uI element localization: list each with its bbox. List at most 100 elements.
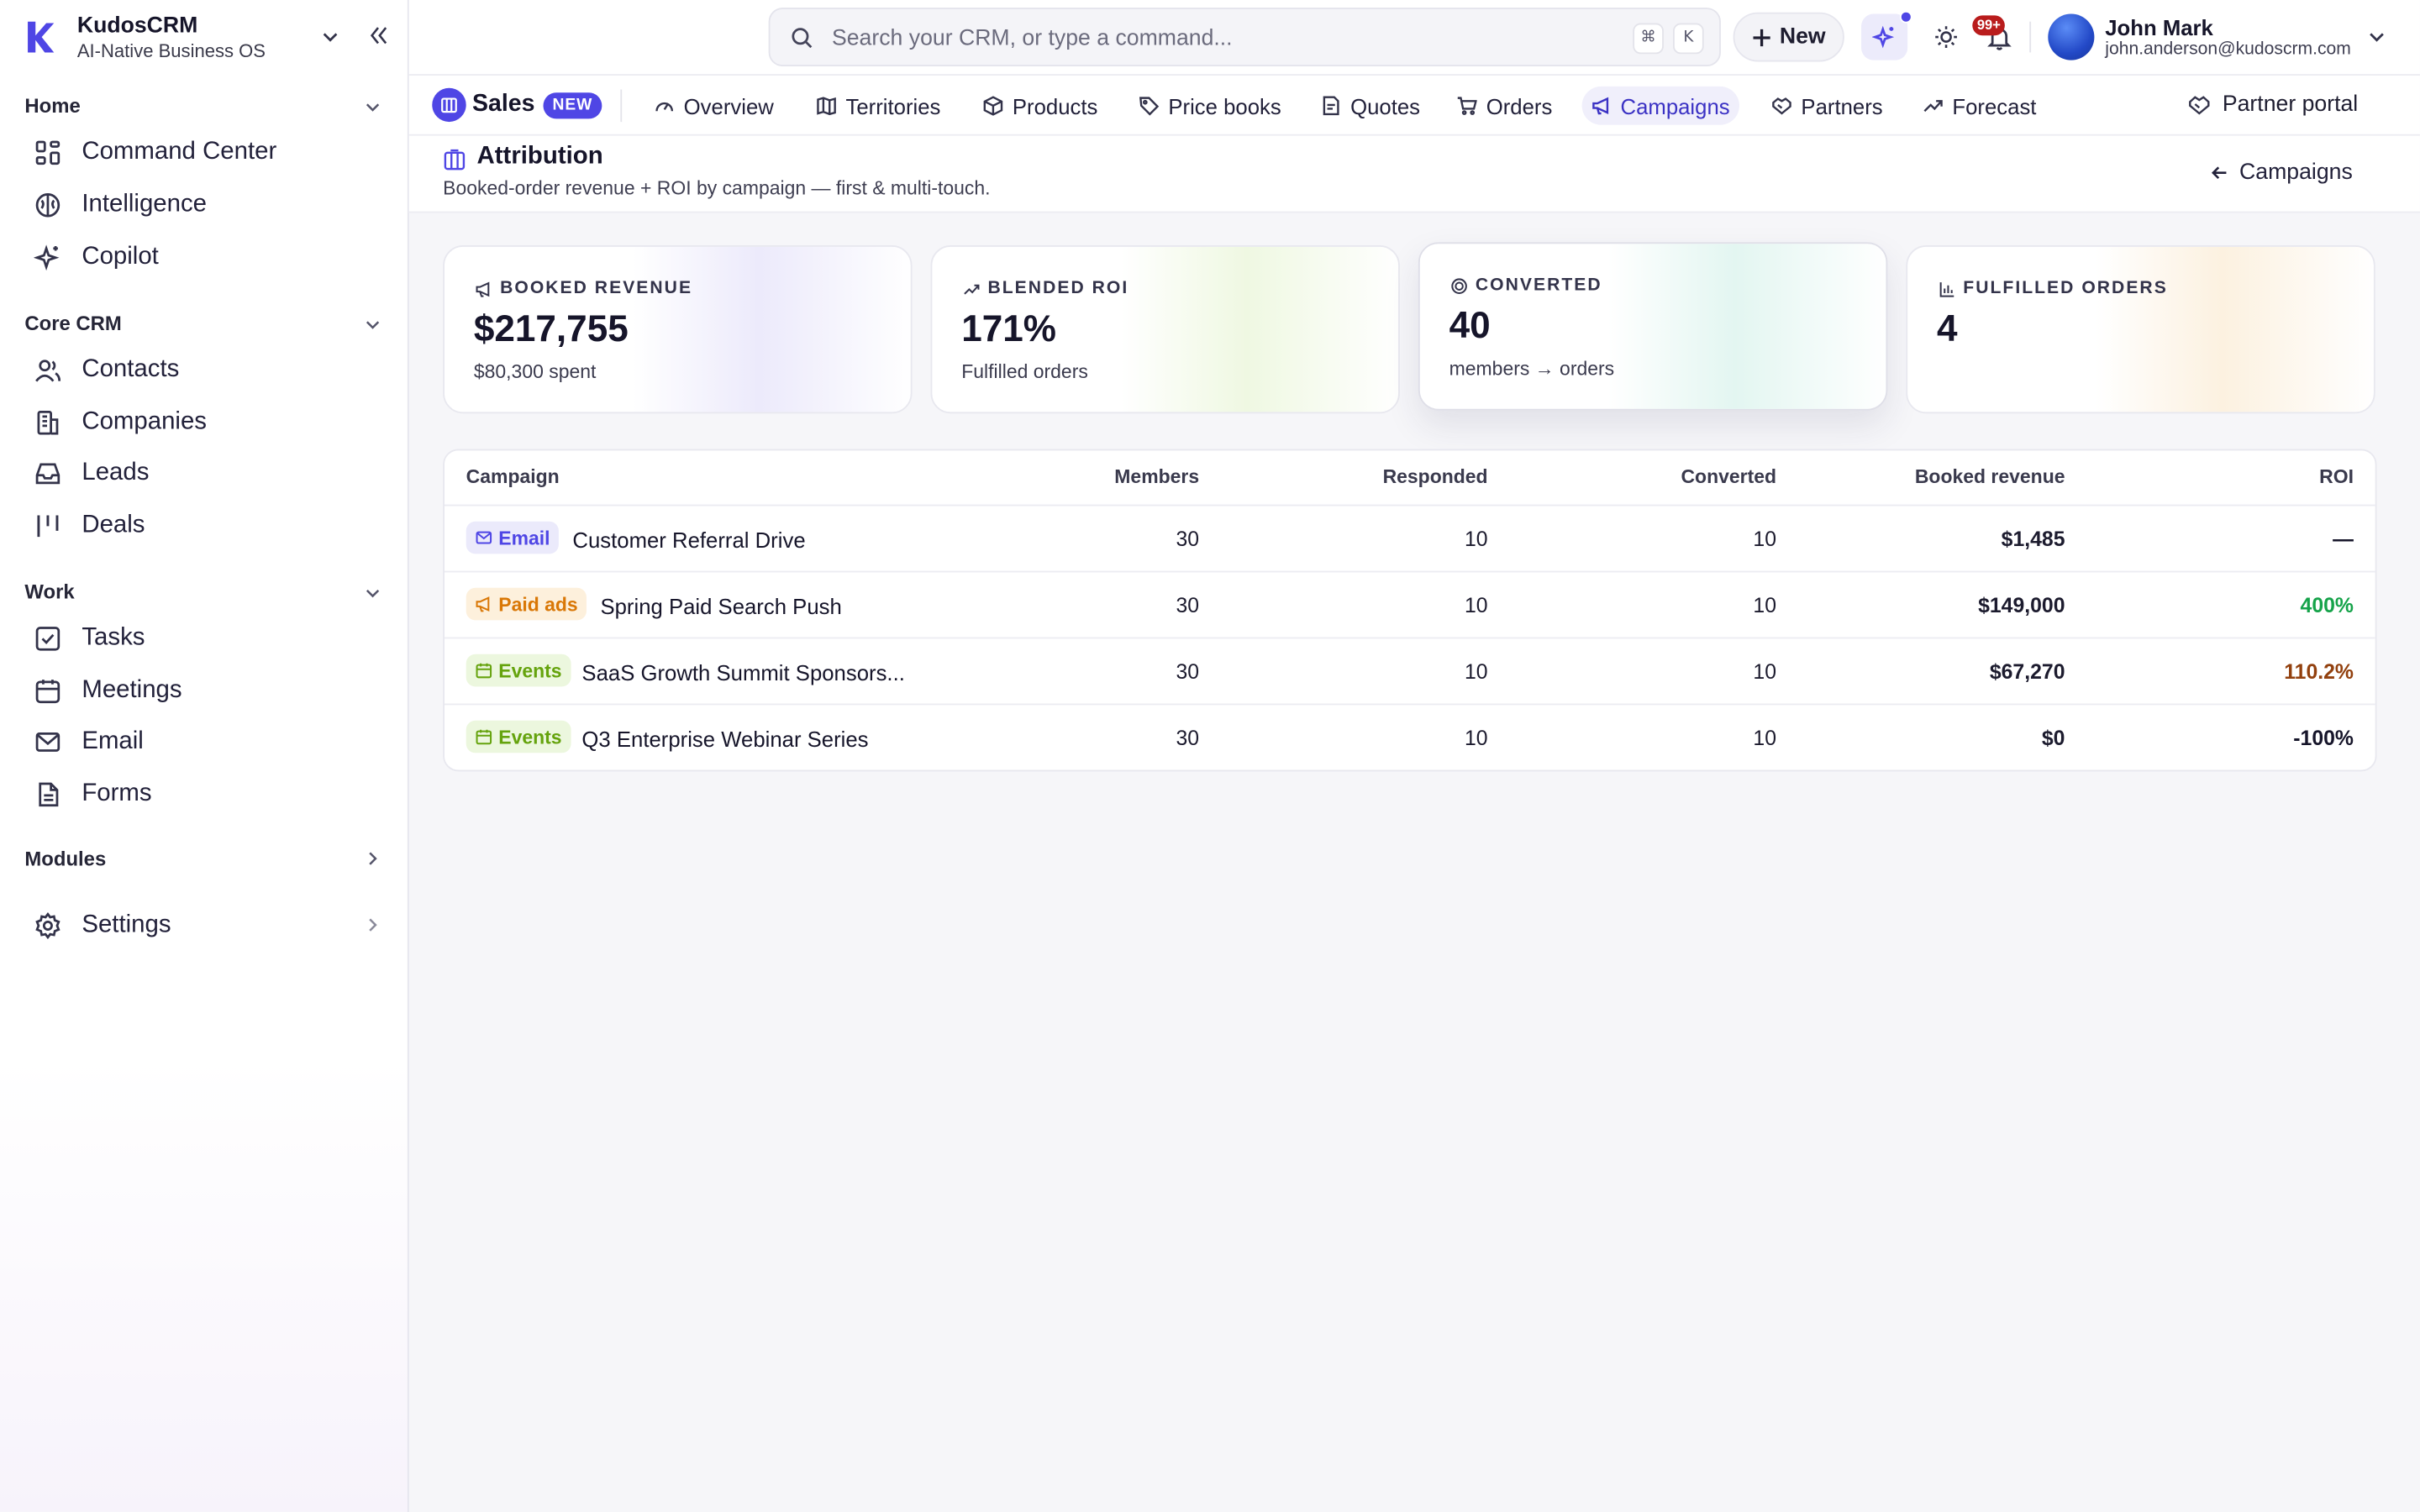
column-header-responded[interactable]: Responded	[1382, 465, 1488, 488]
partner-portal-link[interactable]: Partner portal	[2188, 92, 2358, 118]
chevron-down-icon[interactable]	[321, 28, 339, 46]
stat-card-converted[interactable]: CONVERTED 40 members → orders	[1418, 242, 1888, 411]
bar-chart-icon	[1939, 281, 1954, 297]
sidebar-item-intelligence[interactable]: Intelligence	[34, 184, 381, 227]
sidebar-item-companies[interactable]: Companies	[34, 402, 381, 444]
chevron-down-icon[interactable]	[2367, 28, 2386, 46]
stat-note: Fulfilled orders	[961, 360, 1088, 383]
sidebar-item-label: Companies	[82, 408, 208, 435]
ai-status-dot	[1899, 10, 1912, 24]
sidebar-item-leads[interactable]: Leads	[34, 452, 381, 495]
stat-card-fulfilled-orders[interactable]: FULFILLED ORDERS 4	[1906, 245, 2375, 414]
section-work[interactable]: Work	[24, 580, 75, 604]
card-glow	[1120, 246, 1399, 412]
chevron-down-icon[interactable]	[364, 317, 381, 333]
sun-icon[interactable]	[1933, 24, 1958, 49]
chip-label: Events	[498, 659, 562, 681]
column-header-campaign[interactable]: Campaign	[466, 465, 560, 488]
module-name: Sales	[472, 91, 535, 118]
tab-territories[interactable]: Territories	[808, 87, 950, 125]
stat-label: FULFILLED ORDERS	[1939, 279, 2168, 297]
cell-roi: —	[2333, 528, 2354, 551]
page-subtitle: Booked-order revenue + ROI by campaign —…	[443, 177, 991, 199]
tab-orders[interactable]: Orders	[1448, 87, 1562, 125]
campaign-name-link[interactable]: Customer Referral Drive	[572, 528, 806, 553]
brain-icon	[35, 193, 60, 218]
column-header-converted[interactable]: Converted	[1681, 465, 1777, 488]
user-name[interactable]: John Mark	[2105, 15, 2213, 40]
cell-booked-revenue: $0	[2041, 727, 2065, 750]
cell-members: 30	[1176, 660, 1200, 684]
stat-card-booked-revenue[interactable]: BOOKED REVENUE $217,755 $80,300 spent	[443, 245, 913, 414]
sidebar-item-meetings[interactable]: Meetings	[34, 669, 381, 712]
sidebar-item-copilot[interactable]: Copilot	[34, 236, 381, 279]
avatar[interactable]	[2048, 13, 2095, 60]
sidebar-item-email[interactable]: Email	[34, 721, 381, 764]
sidebar-item-label: Copilot	[82, 244, 159, 270]
column-header-booked-revenue[interactable]: Booked revenue	[1914, 465, 2065, 488]
column-header-roi[interactable]: ROI	[2319, 465, 2354, 488]
section-modules[interactable]: Modules	[24, 847, 107, 870]
sidebar-item-deals[interactable]: Deals	[34, 505, 381, 548]
stat-card-blended-roi[interactable]: BLENDED ROI 171% Fulfilled orders	[930, 245, 1400, 414]
tab-price-books[interactable]: Price books	[1129, 87, 1290, 125]
table-row[interactable]: Events Q3 Enterprise Webinar Series 30 1…	[445, 705, 2375, 769]
chevron-down-icon[interactable]	[364, 585, 381, 601]
sidebar-item-contacts[interactable]: Contacts	[34, 349, 381, 391]
target-icon	[1451, 277, 1467, 294]
chevron-right-icon[interactable]	[364, 850, 381, 867]
stat-label: BLENDED ROI	[963, 279, 1128, 297]
tab-label: Partners	[1801, 93, 1883, 118]
sidebar-item-label: Intelligence	[82, 191, 208, 218]
new-button-label: New	[1779, 24, 1826, 50]
kudos-logo-icon	[28, 21, 55, 53]
cell-roi: -100%	[2293, 727, 2354, 750]
tab-products[interactable]: Products	[974, 87, 1107, 125]
cart-icon	[1457, 97, 1477, 115]
file-icon	[39, 782, 59, 807]
new-button[interactable]: New	[1733, 12, 1844, 62]
map-icon	[817, 97, 836, 116]
chevron-right-icon[interactable]	[364, 916, 381, 933]
card-glow	[633, 246, 911, 412]
column-header-members[interactable]: Members	[1114, 465, 1200, 488]
calendar-icon	[35, 680, 60, 704]
table-row[interactable]: Events SaaS Growth Summit Sponsors... 30…	[444, 638, 2375, 706]
campaign-name-link[interactable]: Spring Paid Search Push	[600, 594, 842, 619]
sidebar-item-tasks[interactable]: Tasks	[34, 617, 381, 660]
sidebar-item-settings[interactable]: Settings	[34, 904, 381, 947]
brand-switcher[interactable]: KudosCRM AI-Native Business OS	[22, 13, 392, 65]
search-input[interactable]: Search your CRM, or type a command...	[831, 26, 1233, 51]
command-search[interactable]: Search your CRM, or type a command... ⌘ …	[768, 8, 1721, 66]
stat-value: 4	[1937, 308, 1958, 350]
cell-converted: 10	[1753, 594, 1777, 617]
cell-roi: 110.2%	[2284, 660, 2354, 684]
sidebar-item-label: Forms	[82, 780, 152, 807]
sidebar-item-forms[interactable]: Forms	[34, 773, 381, 816]
ai-assistant-button[interactable]	[1861, 13, 1908, 60]
trend-icon	[964, 283, 980, 294]
tab-overview[interactable]: Overview	[645, 87, 783, 125]
tab-label: Orders	[1486, 93, 1553, 118]
tab-quotes[interactable]: Quotes	[1312, 87, 1429, 125]
campaign-name-link[interactable]: SaaS Growth Summit Sponsors...	[581, 660, 905, 685]
cell-converted: 10	[1753, 660, 1777, 684]
building-icon	[444, 149, 466, 171]
table-row[interactable]: Email Customer Referral Drive 30 10 10 $…	[444, 506, 2375, 573]
attribution-table: Campaign Members Responded Converted Boo…	[443, 449, 2377, 772]
collapse-sidebar-icon[interactable]	[367, 24, 389, 46]
sidebar-item-command-center[interactable]: Command Center	[34, 131, 381, 174]
channel-chip-paid-ads: Paid ads	[466, 587, 587, 621]
mail-icon	[476, 531, 492, 544]
campaign-name-link[interactable]: Q3 Enterprise Webinar Series	[581, 727, 869, 752]
chevron-down-icon[interactable]	[364, 99, 381, 116]
back-to-campaigns-link[interactable]: Campaigns	[2210, 160, 2353, 185]
cell-responded: 10	[1464, 528, 1488, 551]
tab-campaigns[interactable]: Campaigns	[1581, 86, 1739, 125]
section-core-crm[interactable]: Core CRM	[24, 312, 122, 335]
section-home[interactable]: Home	[24, 94, 81, 118]
tab-partners[interactable]: Partners	[1763, 87, 1892, 125]
table-row[interactable]: Paid ads Spring Paid Search Push 30 10 1…	[444, 572, 2375, 639]
stat-label: BOOKED REVENUE	[476, 279, 692, 297]
tab-forecast[interactable]: Forecast	[1914, 87, 2046, 125]
